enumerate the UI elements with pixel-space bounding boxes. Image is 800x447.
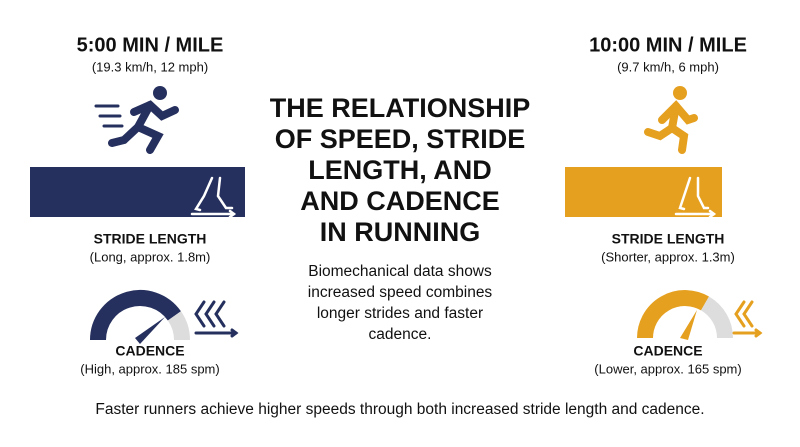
description-line: longer strides and faster	[317, 305, 483, 322]
title-line: THE RELATIONSHIP	[270, 93, 531, 123]
stride-note: (Shorter, approx. 1.3m)	[601, 249, 735, 264]
title-line: LENGTH, AND	[308, 155, 492, 185]
stride-icon	[190, 176, 237, 219]
cadence-icon	[732, 300, 763, 338]
pace: 5:00 MIN / MILE	[77, 34, 224, 56]
cadence-title: CADENCE	[115, 343, 184, 359]
pace: 10:00 MIN / MILE	[589, 34, 747, 56]
stride-title: STRIDE LENGTH	[612, 231, 725, 247]
speed: (19.3 km/h, 12 mph)	[92, 59, 208, 74]
description-line: cadence.	[369, 326, 432, 343]
title-line: IN RUNNING	[320, 217, 481, 247]
runner-icon-slow	[644, 86, 698, 154]
cadence-note: (Lower, approx. 165 spm)	[594, 361, 741, 376]
cadence-title: CADENCE	[633, 343, 702, 359]
cadence-gauge	[90, 290, 190, 344]
stride-bar	[30, 167, 245, 217]
title-line: OF SPEED, STRIDE	[275, 124, 526, 154]
stride-note: (Long, approx. 1.8m)	[90, 249, 211, 264]
stride-title: STRIDE LENGTH	[94, 231, 207, 247]
stride-icon	[674, 176, 717, 219]
cadence-gauge	[637, 290, 733, 340]
description-line: increased speed combines	[308, 284, 493, 301]
footer: Faster runners achieve higher speeds thr…	[95, 401, 704, 418]
speed: (9.7 km/h, 6 mph)	[617, 59, 719, 74]
description-line: Biomechanical data shows	[308, 263, 492, 280]
runner-icon-fast	[94, 86, 179, 154]
stride-bar	[565, 167, 722, 217]
cadence-icon	[194, 300, 239, 338]
title-line: AND CADENCE	[300, 186, 500, 216]
cadence-note: (High, approx. 185 spm)	[80, 361, 219, 376]
